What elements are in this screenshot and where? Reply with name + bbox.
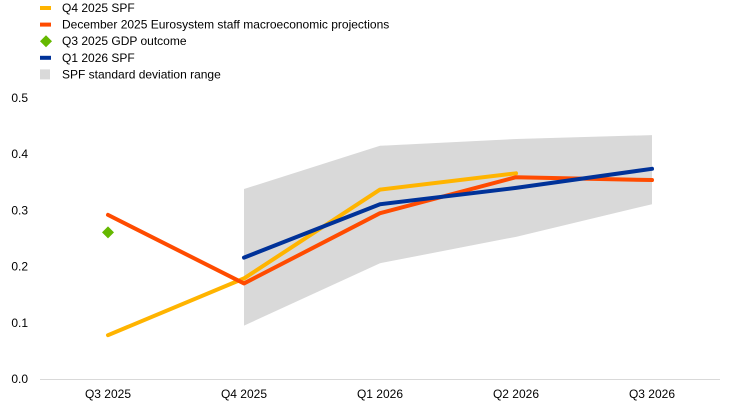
gdp-outcome-point: [102, 226, 114, 239]
x-axis: Q3 2025 Q4 2025 Q1 2026 Q2 2026 Q3 2026: [40, 379, 720, 401]
legend: Q4 2025 SPF December 2025 Eurosystem staf…: [40, 1, 389, 81]
x-tick-label: Q3 2026: [629, 387, 675, 401]
legend-label: Q1 2026 SPF: [62, 51, 135, 65]
legend-line-marker: [40, 22, 51, 27]
x-tick-label: Q1 2026: [357, 387, 403, 401]
x-tick-label: Q2 2026: [493, 387, 539, 401]
series-line-1: [106, 175, 654, 286]
legend-label: December 2025 Eurosystem staff macroecon…: [62, 18, 389, 32]
band-layer: [244, 135, 652, 326]
y-tick-label: 0.2: [11, 260, 28, 274]
y-tick-label: 0.4: [11, 147, 28, 161]
series-line-0: [106, 171, 518, 338]
std-dev-range-band: [244, 135, 652, 326]
y-tick-label: 0.0: [11, 372, 28, 386]
x-tick-label: Q4 2025: [221, 387, 267, 401]
legend-label: SPF standard deviation range: [62, 67, 221, 81]
legend-label: Q4 2025 SPF: [62, 1, 135, 15]
legend-label: Q3 2025 GDP outcome: [62, 34, 187, 48]
y-axis: 0.0 0.1 0.2 0.3 0.4 0.5: [11, 91, 28, 386]
legend-line-marker: [40, 55, 51, 60]
series-layer: [102, 166, 654, 338]
y-tick-label: 0.3: [11, 203, 28, 217]
x-tick-label: Q3 2025: [85, 387, 131, 401]
series-line-2: [242, 166, 654, 260]
y-tick-label: 0.1: [11, 316, 28, 330]
legend-line-marker: [40, 6, 51, 10]
legend-diamond-marker: [40, 35, 52, 48]
y-tick-label: 0.5: [11, 91, 28, 105]
legend-square-marker: [40, 69, 50, 80]
